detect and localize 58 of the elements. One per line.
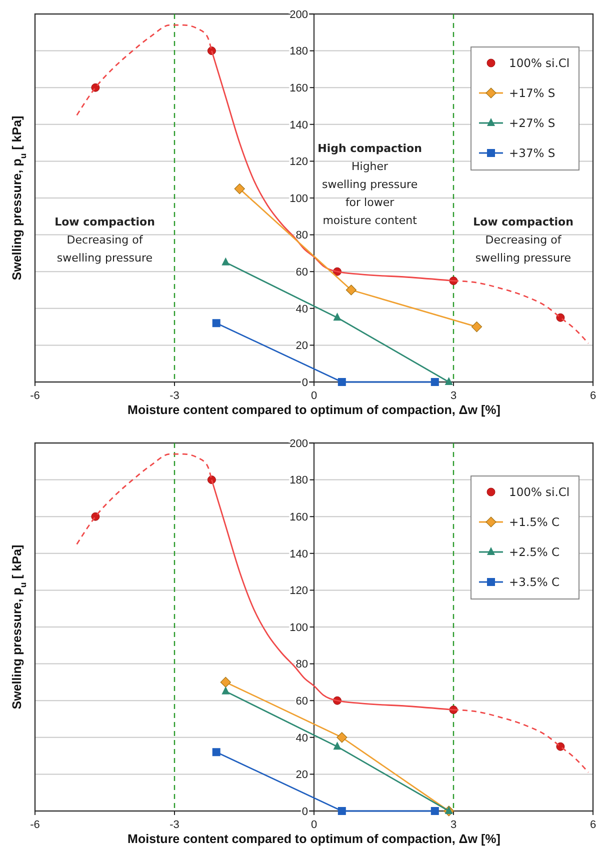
legend-label: +3.5% C: [509, 575, 560, 590]
y-tick-label: 40: [296, 732, 308, 744]
x-axis-title: Moisture content compared to optimum of compaction, Δw [%]: [128, 832, 500, 846]
y-tick-label: 40: [296, 303, 308, 316]
x-tick-label: 3: [450, 390, 457, 402]
point: [222, 686, 230, 694]
point: [471, 322, 482, 332]
annotation: Low compaction Decreasing of swelling pressure: [54, 216, 155, 265]
y-tick-label: 60: [296, 695, 308, 708]
point: [234, 184, 245, 194]
y-tick-label: 160: [290, 511, 308, 524]
point: [346, 284, 356, 296]
legend-label: +37% S: [509, 146, 556, 160]
point: [333, 312, 342, 321]
point: [338, 807, 346, 815]
y-tick-label: 180: [290, 474, 308, 487]
legend-label: 100% si.Cl: [509, 56, 570, 70]
x-tick-label: -6: [30, 390, 40, 402]
y-tick-label: 60: [296, 266, 308, 278]
legend-label: +17% S: [509, 86, 556, 100]
point: [222, 257, 230, 266]
y-tick-label: 80: [296, 230, 308, 242]
y-tick-label: 160: [290, 82, 308, 94]
point: [430, 378, 439, 386]
point: [444, 377, 453, 385]
x-axis-title: Moisture content compared to optimum of compaction, Δw [%]: [128, 403, 500, 417]
y-tick-label: 20: [296, 769, 308, 782]
x-tick-label: -3: [170, 819, 180, 831]
point: [338, 378, 346, 386]
y-tick-label: 180: [290, 46, 308, 58]
point: [333, 742, 342, 750]
annotation: High compaction Higher swelling pressure for lower moisture content: [318, 142, 422, 227]
point: [444, 806, 453, 814]
annotation: Low compaction Decreasing of swelling pressure: [473, 216, 574, 265]
x-tick-label: -6: [30, 819, 40, 831]
y-tick-label: 100: [290, 622, 308, 634]
legend-label: +1.5% C: [509, 515, 560, 530]
y-tick-label: 20: [296, 340, 308, 352]
x-tick-label: 0: [310, 390, 318, 402]
point: [430, 807, 439, 815]
x-tick-label: 6: [590, 819, 596, 831]
x-tick-label: 0: [310, 819, 318, 831]
legend-label: +2.5% C: [509, 545, 560, 560]
y-tick-label: 140: [290, 119, 308, 132]
y-tick-label: 80: [296, 658, 308, 671]
point: [212, 319, 220, 328]
x-tick-label: 3: [450, 819, 457, 831]
point: [212, 748, 220, 756]
y-tick-label: 140: [290, 548, 308, 560]
y-tick-label: 100: [290, 192, 308, 205]
legend-label: 100% si.Cl: [509, 485, 570, 500]
y-tick-label: 120: [290, 156, 308, 168]
y-tick-label: 120: [290, 585, 308, 598]
point: [220, 676, 231, 688]
legend-label: +27% S: [509, 116, 556, 130]
x-tick-label: -3: [170, 390, 180, 402]
point: [336, 732, 348, 743]
x-tick-label: 6: [590, 390, 596, 402]
